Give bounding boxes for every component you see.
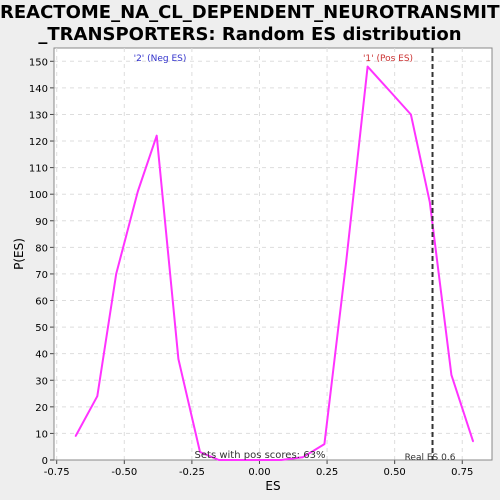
series-point	[366, 65, 369, 68]
y-tick-label: 100	[29, 190, 48, 201]
series-point	[239, 459, 242, 461]
series-point	[345, 262, 347, 265]
y-tick-label: 40	[35, 350, 48, 361]
series-point	[472, 440, 474, 443]
axes: 0 10 20 30 40 50 60 70 80 90 100 110 120 130 140 150 -0.…	[29, 48, 492, 478]
pos-scores-label: Sets with pos scores: 63%	[195, 450, 326, 461]
series-layer	[74, 48, 475, 461]
x-tick-label: -0.25	[179, 467, 205, 478]
x-tick-label: -0.50	[111, 467, 137, 478]
series-point	[199, 451, 201, 453]
y-tick-label: 150	[29, 57, 48, 68]
series-point	[137, 190, 139, 193]
series-point	[74, 435, 77, 437]
series-point	[301, 456, 304, 459]
series-point	[177, 358, 180, 360]
series-point	[258, 459, 261, 461]
series-point	[280, 459, 282, 461]
y-tick-label: 140	[29, 84, 48, 95]
series-point	[410, 113, 412, 116]
y-tick-label: 130	[29, 110, 48, 121]
y-tick-label: 90	[35, 217, 48, 228]
series-point	[388, 89, 391, 92]
y-tick-label: 30	[35, 376, 48, 387]
real-es-label: Real ES 0.6	[405, 453, 456, 463]
x-tick-label: 0.25	[316, 467, 338, 478]
pos-es-label: '1' (Pos ES)	[363, 54, 413, 64]
x-tick-label: 0.00	[248, 467, 270, 478]
series-point	[96, 395, 99, 398]
y-tick-label: 20	[35, 403, 48, 414]
plot-area	[53, 47, 493, 461]
y-axis-label: P(ES)	[12, 238, 26, 270]
series-point	[218, 459, 220, 461]
series-point	[323, 443, 326, 445]
series-point	[155, 134, 158, 137]
x-axis-label: ES	[265, 479, 280, 493]
series-point	[115, 273, 117, 275]
y-tick-label: 110	[29, 164, 48, 175]
x-tick-label: 0.75	[451, 467, 473, 478]
y-tick-label: 70	[35, 270, 48, 281]
chart-title-line-2: _TRANSPORTERS: Random ES distribution	[38, 24, 462, 45]
y-tick-label: 50	[35, 323, 48, 334]
series-point	[429, 201, 431, 203]
y-tick-label: 60	[35, 297, 48, 308]
y-tick-label: 0	[42, 456, 48, 467]
y-tick-label: 120	[29, 137, 48, 148]
annotations: '2' (Neg ES) '1' (Pos ES) Sets with pos …	[134, 54, 456, 463]
chart-title-line-1: REACTOME_NA_CL_DEPENDENT_NEUROTRANSMITTE…	[0, 2, 500, 23]
x-tick-label: -0.75	[44, 467, 70, 478]
series-line	[74, 65, 475, 461]
x-tick-label: 0.50	[384, 467, 406, 478]
neg-es-label: '2' (Neg ES)	[134, 54, 187, 64]
y-tick-label: 10	[35, 429, 48, 440]
y-tick-label: 80	[35, 243, 48, 254]
series-point	[450, 374, 453, 376]
grid	[54, 48, 492, 461]
